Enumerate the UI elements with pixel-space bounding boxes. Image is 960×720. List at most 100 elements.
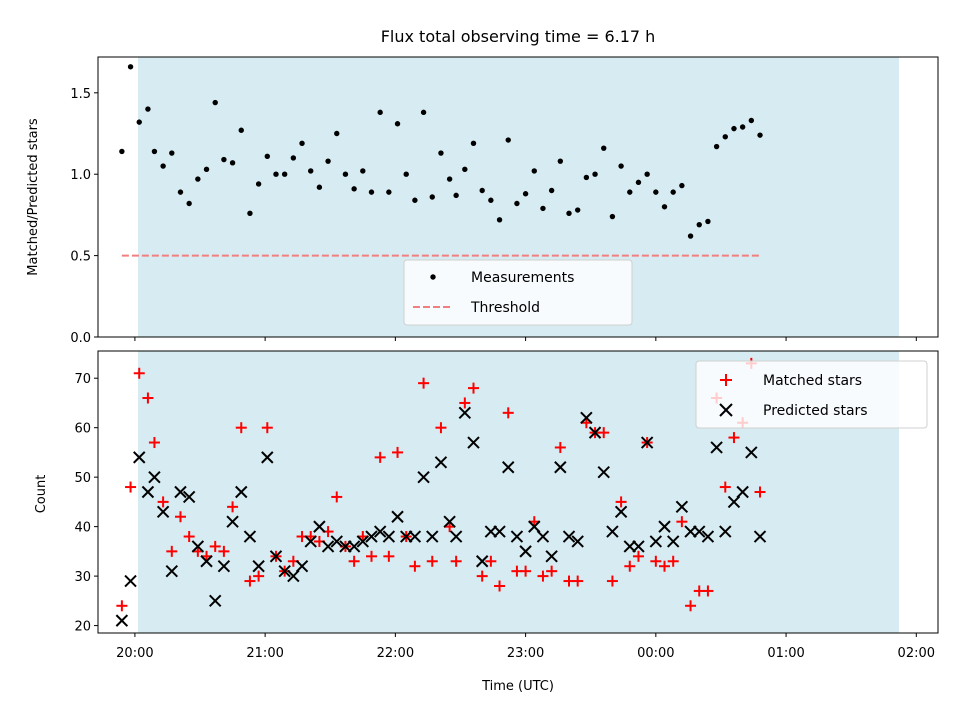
top-y-tick-label: 1.0 xyxy=(70,168,91,183)
measurement-point xyxy=(479,187,485,194)
predicted-star-marker xyxy=(554,461,567,474)
predicted-star-marker xyxy=(115,614,129,627)
predicted-star-marker xyxy=(261,451,274,464)
predicted-star-marker xyxy=(330,535,343,548)
predicted-star-marker xyxy=(736,485,749,499)
predicted-star-marker xyxy=(597,466,610,479)
measurement-point xyxy=(325,158,331,164)
top-x-ticks xyxy=(134,337,917,341)
measurement-point xyxy=(522,191,529,197)
measurement-point xyxy=(160,163,166,169)
top-y-axis-label: Matched/Predicted stars xyxy=(26,118,41,276)
matched-star-marker xyxy=(183,531,195,543)
measurement-point xyxy=(342,171,349,177)
measurement-point xyxy=(496,217,503,223)
matched-star-marker xyxy=(244,575,256,587)
predicted-star-marker xyxy=(347,540,361,553)
measurement-point xyxy=(195,176,201,182)
matched-star-marker xyxy=(494,580,506,592)
predicted-star-marker xyxy=(536,530,550,543)
measurement-point xyxy=(351,186,357,192)
matched-star-marker xyxy=(485,555,497,567)
measurement-point xyxy=(169,150,175,156)
predicted-star-marker xyxy=(666,535,680,548)
top-legend: Measurements Threshold xyxy=(403,259,633,326)
legend-matched-label: Matched stars xyxy=(763,373,862,389)
predicted-star-marker xyxy=(745,446,758,459)
bottom-y-axis-label: Count xyxy=(34,475,49,514)
predicted-star-marker xyxy=(727,495,741,509)
measurement-point xyxy=(462,166,468,173)
matched-star-marker xyxy=(125,481,137,493)
measurement-point xyxy=(618,163,624,169)
predicted-star-marker xyxy=(191,540,205,553)
predicted-star-marker xyxy=(321,540,335,553)
measurement-point xyxy=(696,221,702,228)
bottom-y-tick-label: 70 xyxy=(74,372,91,387)
predicted-star-marker xyxy=(449,530,463,543)
measurement-point xyxy=(574,207,581,213)
measurement-point xyxy=(583,174,590,181)
matched-star-marker xyxy=(502,407,514,419)
matched-star-marker xyxy=(235,422,247,434)
matched-star-marker xyxy=(218,545,230,557)
predicted-star-marker xyxy=(200,555,213,568)
matched-star-marker xyxy=(261,422,273,434)
predicted-star-marker xyxy=(502,461,515,474)
measurement-point xyxy=(470,140,477,146)
measurement-point xyxy=(255,181,262,187)
measurement-point xyxy=(739,124,746,130)
predicted-star-marker xyxy=(373,525,387,538)
measurement-point xyxy=(601,145,607,151)
matched-star-marker xyxy=(418,377,430,389)
top-axes-frame xyxy=(97,56,939,338)
measurement-point xyxy=(446,176,453,182)
matched-star-marker xyxy=(754,486,766,498)
predicted-star-marker xyxy=(156,505,170,518)
bottom-x-axis-label: Time (UTC) xyxy=(481,679,554,694)
predicted-star-marker xyxy=(209,594,222,608)
measurement-point xyxy=(748,117,755,124)
measurement-point xyxy=(334,130,340,137)
matched-star-marker xyxy=(537,570,549,582)
bottom-x-tick-label: 00:00 xyxy=(637,646,674,661)
measurement-point xyxy=(635,179,642,186)
measurement-point xyxy=(420,109,427,116)
measurement-point xyxy=(203,166,210,173)
measurement-point xyxy=(394,121,401,127)
predicted-star-marker xyxy=(562,530,576,543)
measurement-point xyxy=(290,155,297,161)
matched-star-marker xyxy=(148,437,160,449)
bottom-y-tick-label: 50 xyxy=(74,471,91,486)
matched-star-marker xyxy=(554,441,566,453)
predicted-star-marker xyxy=(632,540,645,553)
matched-star-marker xyxy=(426,555,438,567)
measurement-point xyxy=(644,171,650,177)
matched-star-marker xyxy=(719,481,731,493)
matched-star-marker xyxy=(253,570,265,582)
measurement-point xyxy=(540,205,546,212)
legend-threshold-label: Threshold xyxy=(470,300,540,316)
predicted-star-marker xyxy=(640,436,654,449)
measurement-point xyxy=(299,140,305,146)
predicted-star-marker xyxy=(458,406,472,420)
predicted-star-marker xyxy=(545,550,558,563)
top-panel: 0.0 0.5 1.0 1.5 Flux total observing time =… xyxy=(26,27,939,346)
legend-matched-marker xyxy=(720,374,732,386)
matched-star-marker xyxy=(348,555,360,567)
predicted-star-marker xyxy=(235,485,248,499)
predicted-star-marker xyxy=(519,545,532,558)
matched-star-marker xyxy=(468,382,480,394)
predicted-star-marker xyxy=(133,451,146,464)
predicted-star-marker xyxy=(701,530,715,543)
bottom-y-tick-label: 60 xyxy=(74,422,91,437)
bottom-x-axis: 20:00 21:00 22:00 23:00 00:00 01:00 02:00 xyxy=(116,633,935,661)
measurement-point xyxy=(670,189,676,195)
matched-star-marker xyxy=(209,540,221,552)
predicted-star-marker xyxy=(528,520,541,533)
matched-star-marker xyxy=(650,555,662,567)
predicted-star-marker xyxy=(252,560,265,573)
measurement-point xyxy=(429,194,435,200)
predicted-star-marker xyxy=(165,564,179,578)
measurement-point xyxy=(368,189,375,195)
